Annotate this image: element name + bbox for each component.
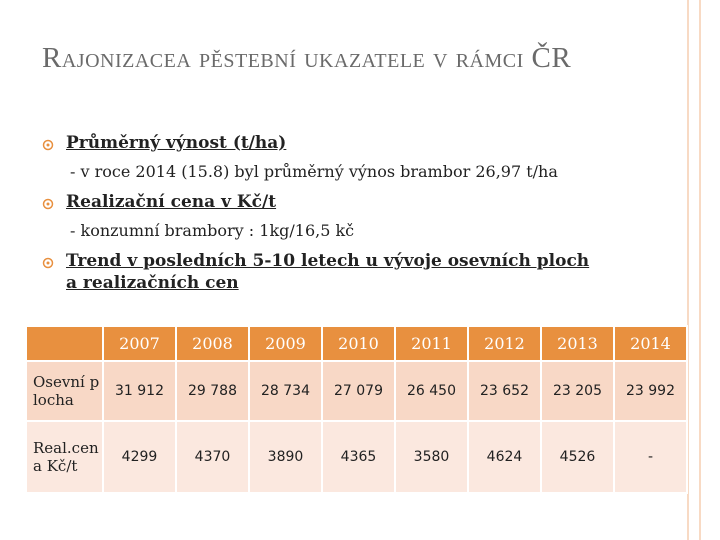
column-header: 2007	[102, 325, 177, 362]
row-label: Real.cena Kč/t	[25, 420, 104, 494]
table-cell: 31 912	[102, 360, 177, 422]
bullet	[42, 198, 54, 210]
column-header: 2008	[175, 325, 250, 362]
table-row: Real.cena Kč/t 4299 4370 3890 4365 3580 4624 45…	[25, 420, 688, 494]
table-cell: 27 079	[321, 360, 396, 422]
data-table: 2007 2008 2009 2010 2011 2012 2013 2014 Osevní …	[25, 325, 688, 494]
column-header: 2010	[321, 325, 396, 362]
table-cell: 4526	[540, 420, 615, 494]
header-row: 2007 2008 2009 2010 2011 2012 2013 2014	[25, 325, 688, 362]
bullet-detail: - v roce 2014 (15.8) byl průměrný výnos …	[70, 162, 558, 181]
table-cell: 4624	[467, 420, 542, 494]
column-header: 2013	[540, 325, 615, 362]
table-cell: 23 205	[540, 360, 615, 422]
bullet-heading: Průměrný výnost (t/ha)	[66, 133, 287, 153]
slide-title: Rajonizacea pěstební ukazatele v rámci Č…	[42, 42, 572, 74]
table-cell: 4365	[321, 420, 396, 494]
bullet-heading: Trend v posledních 5-10 letech u vývoje …	[66, 251, 590, 293]
table-cell: 3890	[248, 420, 323, 494]
table-cell: 4370	[175, 420, 250, 494]
bullet-heading: Realizační cena v Kč/t	[66, 192, 277, 212]
table-cell: 4299	[102, 420, 177, 494]
column-header: 2014	[613, 325, 688, 362]
table-cell: 3580	[394, 420, 469, 494]
table-cell: 28 734	[248, 360, 323, 422]
corner-cell	[25, 325, 104, 362]
table-cell: -	[613, 420, 688, 494]
table-row: Osevní plocha 31 912 29 788 28 734 27 079 26 …	[25, 360, 688, 422]
bullet	[42, 139, 54, 151]
bullet	[42, 257, 54, 269]
row-label: Osevní plocha	[25, 360, 104, 422]
column-header: 2009	[248, 325, 323, 362]
table-cell: 23 992	[613, 360, 688, 422]
table-cell: 26 450	[394, 360, 469, 422]
table-cell: 23 652	[467, 360, 542, 422]
column-header: 2011	[394, 325, 469, 362]
column-header: 2012	[467, 325, 542, 362]
table-cell: 29 788	[175, 360, 250, 422]
table-body: Osevní plocha 31 912 29 788 28 734 27 079 26 …	[25, 360, 688, 494]
bullet-detail: - konzumní brambory : 1kg/16,5 kč	[70, 221, 355, 240]
